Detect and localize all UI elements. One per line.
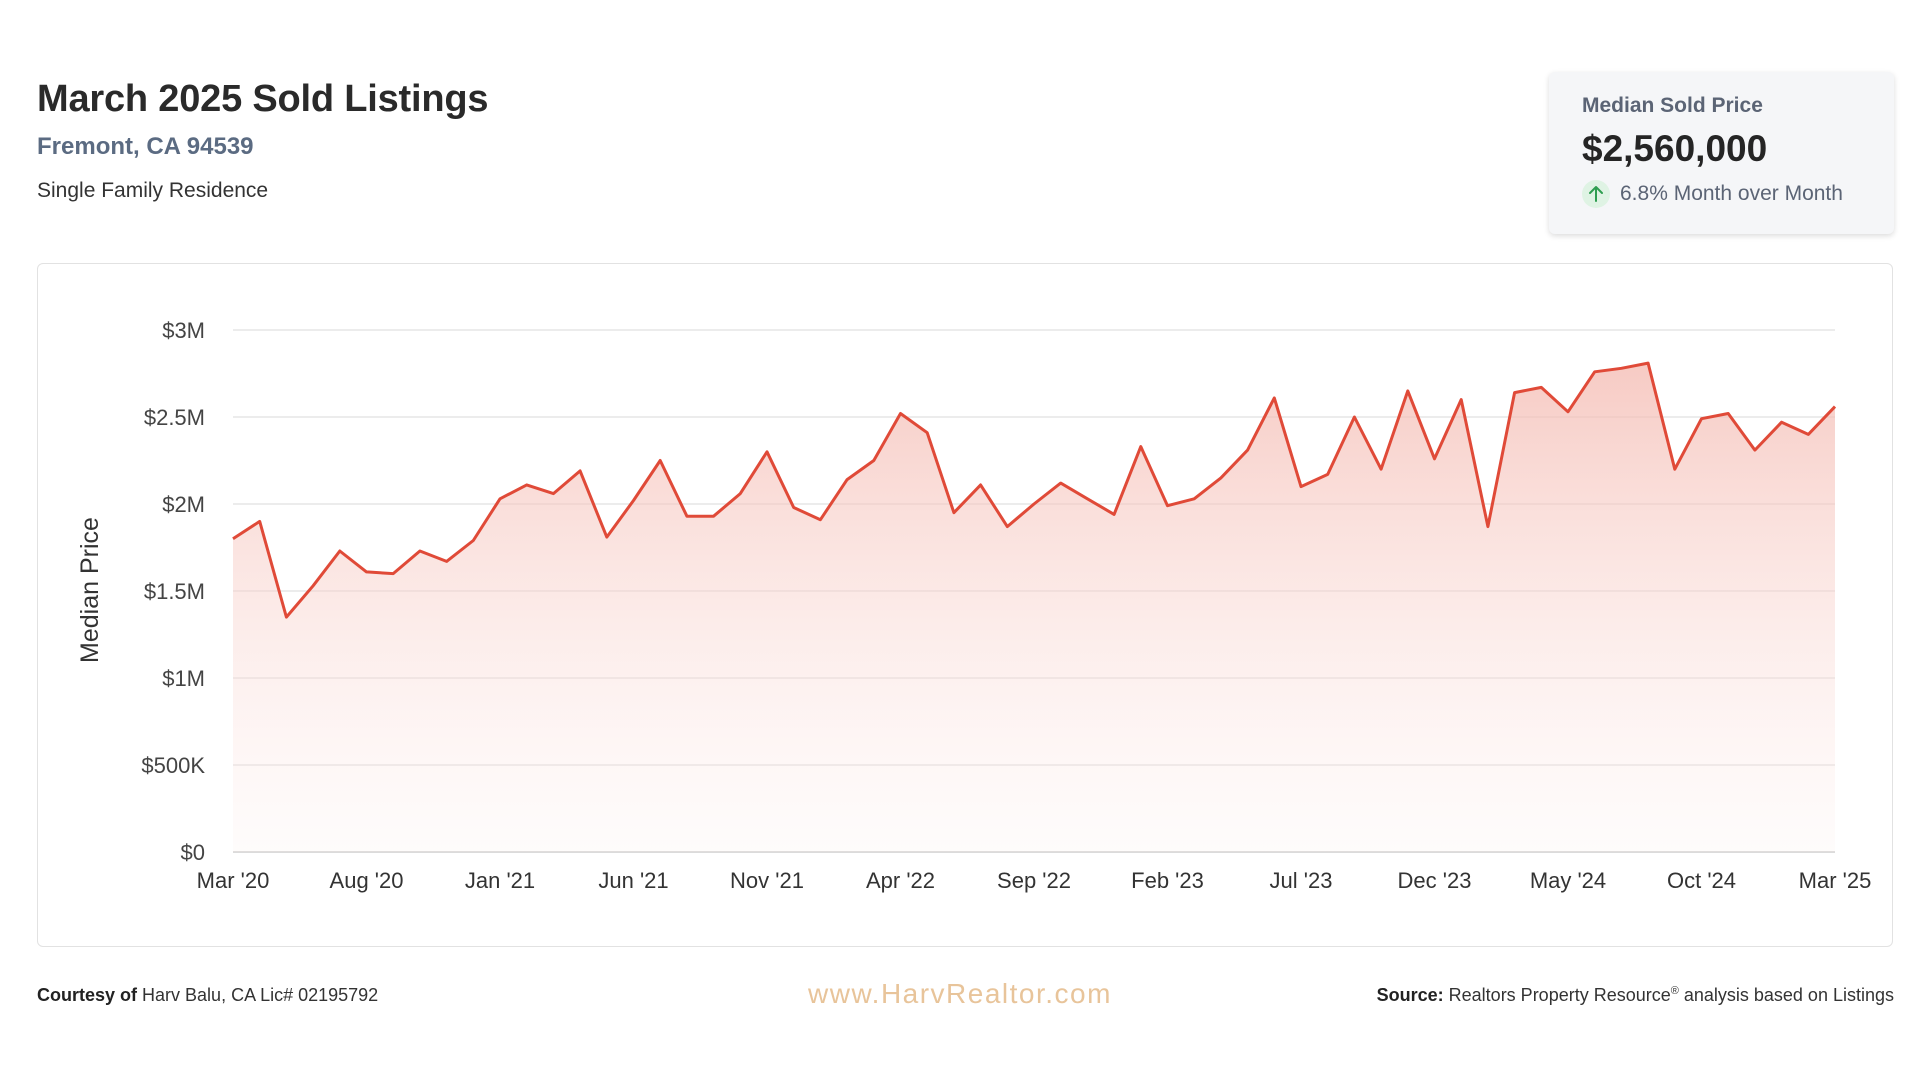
courtesy-text: Harv Balu, CA Lic# 02195792 (142, 985, 379, 1005)
x-tick-label: Feb '23 (1131, 868, 1204, 893)
x-tick-label: Aug '20 (330, 868, 404, 893)
x-tick-label: Jul '23 (1270, 868, 1333, 893)
y-tick-label: $0 (181, 840, 205, 865)
y-tick-label: $2M (162, 492, 205, 517)
location-subtitle: Fremont, CA 94539 (37, 133, 254, 160)
y-tick-label: $500K (141, 753, 205, 778)
stat-label: Median Sold Price (1582, 94, 1763, 117)
courtesy-label: Courtesy of (37, 985, 138, 1005)
series-area (233, 363, 1835, 852)
footer-source: Source: Realtors Property Resource® anal… (1377, 985, 1894, 1006)
data-points (232, 362, 1836, 618)
stat-change-text: 6.8% Month over Month (1620, 182, 1843, 205)
y-tick-label: $1M (162, 666, 205, 691)
property-type: Single Family Residence (37, 179, 269, 202)
price-chart: $0 $500K $1M $1.5M $2M $2.5M $3M Mar '20 Aug '2… (76, 318, 1872, 893)
website-watermark: www.HarvRealtor.com (808, 978, 1112, 1009)
source-label: Source: (1376, 985, 1444, 1005)
chart-container: $0 $500K $1M $1.5M $2M $2.5M $3M Mar '20 Aug '2… (37, 263, 1893, 947)
x-axis-ticks: Mar '20 Aug '20 Jan '21 Jun '21 Nov '21 Apr '… (197, 868, 1872, 893)
x-tick-label: Mar '25 (1799, 868, 1872, 893)
registered-mark: ® (1670, 985, 1679, 997)
stat-change: 6.8% Month over Month (1582, 180, 1894, 208)
arrow-up-icon (1582, 180, 1610, 208)
page-title: March 2025 Sold Listings (37, 78, 489, 120)
x-tick-label: Sep '22 (997, 868, 1071, 893)
y-tick-label: $1.5M (144, 579, 205, 604)
x-tick-label: Jan '21 (465, 868, 535, 893)
x-tick-label: Nov '21 (730, 868, 804, 893)
x-tick-label: May '24 (1530, 868, 1606, 893)
x-tick-label: Oct '24 (1667, 868, 1736, 893)
median-price-card: Median Sold Price $2,560,000 6.8% Month … (1549, 72, 1894, 234)
header: March 2025 Sold Listings Fremont, CA 945… (37, 78, 489, 203)
source-text-1: Realtors Property Resource (1448, 985, 1671, 1005)
y-axis-ticks: $0 $500K $1M $1.5M $2M $2.5M $3M (141, 318, 205, 865)
y-tick-label: $3M (162, 318, 205, 343)
x-tick-label: Mar '20 (197, 868, 270, 893)
stat-value: $2,560,000 (1582, 128, 1768, 169)
y-tick-label: $2.5M (144, 405, 205, 430)
footer-courtesy: Courtesy of Harv Balu, CA Lic# 02195792 (37, 985, 378, 1006)
x-tick-label: Dec '23 (1398, 868, 1472, 893)
x-tick-label: Apr '22 (866, 868, 935, 893)
source-text-2: analysis based on Listings (1678, 985, 1894, 1005)
y-axis-label: Median Price (76, 517, 104, 663)
x-tick-label: Jun '21 (598, 868, 668, 893)
